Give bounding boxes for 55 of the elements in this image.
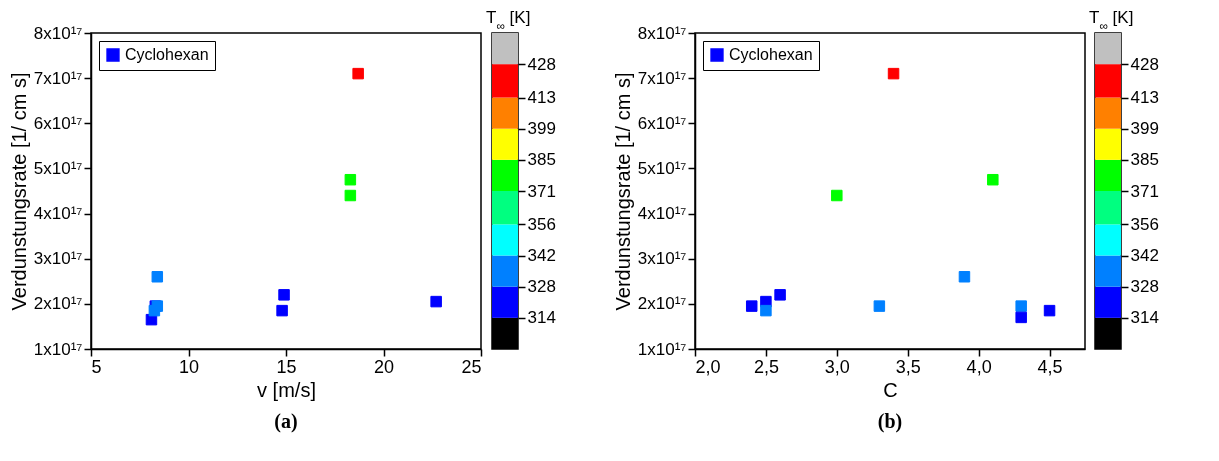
x-tick-label: 20 [373, 356, 395, 377]
x-tick-label: 10 [178, 356, 200, 377]
y-tick-label: 6x10¹⁷ [637, 113, 687, 133]
text: (a) [274, 410, 298, 433]
color-bar-label: 342 [527, 246, 556, 266]
color-bar-label: 385 [1130, 150, 1159, 170]
y-tick-label: 3x10¹⁷ [33, 249, 83, 269]
x-tick-label: 4,5 [1037, 356, 1063, 377]
color-bar-label: 314 [527, 308, 556, 328]
color-bar-label: 428 [527, 54, 556, 74]
y-axis-title: Verdunstungsrate [1/ cm s] [611, 72, 634, 311]
y-tick-label: 2x10¹⁷ [637, 294, 687, 314]
color-bar-label: 371 [527, 181, 556, 201]
y-tick-label: 4x10¹⁷ [637, 204, 687, 224]
x-tick-label: 2,0 [695, 356, 721, 377]
y-tick-label: 6x10¹⁷ [33, 113, 83, 133]
color-bar-label: 399 [527, 119, 556, 139]
y-tick-label: 7x10¹⁷ [33, 68, 83, 88]
color-bar-label: 342 [1130, 246, 1159, 266]
color-bar-label: 399 [1130, 119, 1159, 139]
y-tick-label: 4x10¹⁷ [33, 204, 83, 224]
y-tick-label: 8x10¹⁷ [637, 23, 687, 43]
text: (b) [877, 410, 903, 433]
x-tick-label: 15 [276, 356, 297, 377]
y-tick-label: 5x10¹⁷ [33, 158, 83, 178]
color-bar-label: 371 [1130, 181, 1159, 201]
color-bar-label: 328 [1130, 277, 1159, 297]
x-axis-title: v [m/s] [257, 378, 316, 401]
legend-label: Cyclohexan [125, 46, 209, 63]
color-bar-label: 356 [527, 214, 556, 234]
color-bar-label: 385 [527, 150, 556, 170]
x-tick-label: 2,5 [753, 356, 779, 377]
y-tick-label: 7x10¹⁷ [637, 68, 687, 88]
y-tick-label: 5x10¹⁷ [637, 158, 687, 178]
color-bar-label: 428 [1130, 54, 1159, 74]
x-tick-label: 3,5 [895, 356, 921, 377]
y-tick-label: 1x10¹⁷ [637, 339, 687, 359]
color-bar-title: T$_{∞}$ [K] [486, 8, 531, 33]
color-bar-label: 413 [1130, 88, 1159, 108]
y-tick-label: 3x10¹⁷ [637, 249, 687, 269]
color-bar-label: 328 [527, 277, 556, 297]
y-tick-label: 8x10¹⁷ [33, 23, 83, 43]
y-tick-label: 2x10¹⁷ [33, 294, 83, 314]
x-tick-label: 25 [461, 356, 482, 377]
y-tick-label: 1x10¹⁷ [33, 339, 83, 359]
color-bar-title: T$_{∞}$ [K] [1089, 8, 1134, 33]
x-tick-label: 5 [91, 356, 102, 377]
y-axis-title: Verdunstungsrate [1/ cm s] [7, 72, 30, 311]
color-bar-label: 356 [1130, 214, 1159, 234]
legend-label: Cyclohexan [729, 46, 813, 63]
color-bar-label: 413 [527, 88, 556, 108]
x-axis-title: C [883, 378, 898, 401]
x-tick-label: 4,0 [966, 356, 992, 377]
color-bar-label: 314 [1130, 308, 1159, 328]
x-tick-label: 3,0 [824, 356, 850, 377]
